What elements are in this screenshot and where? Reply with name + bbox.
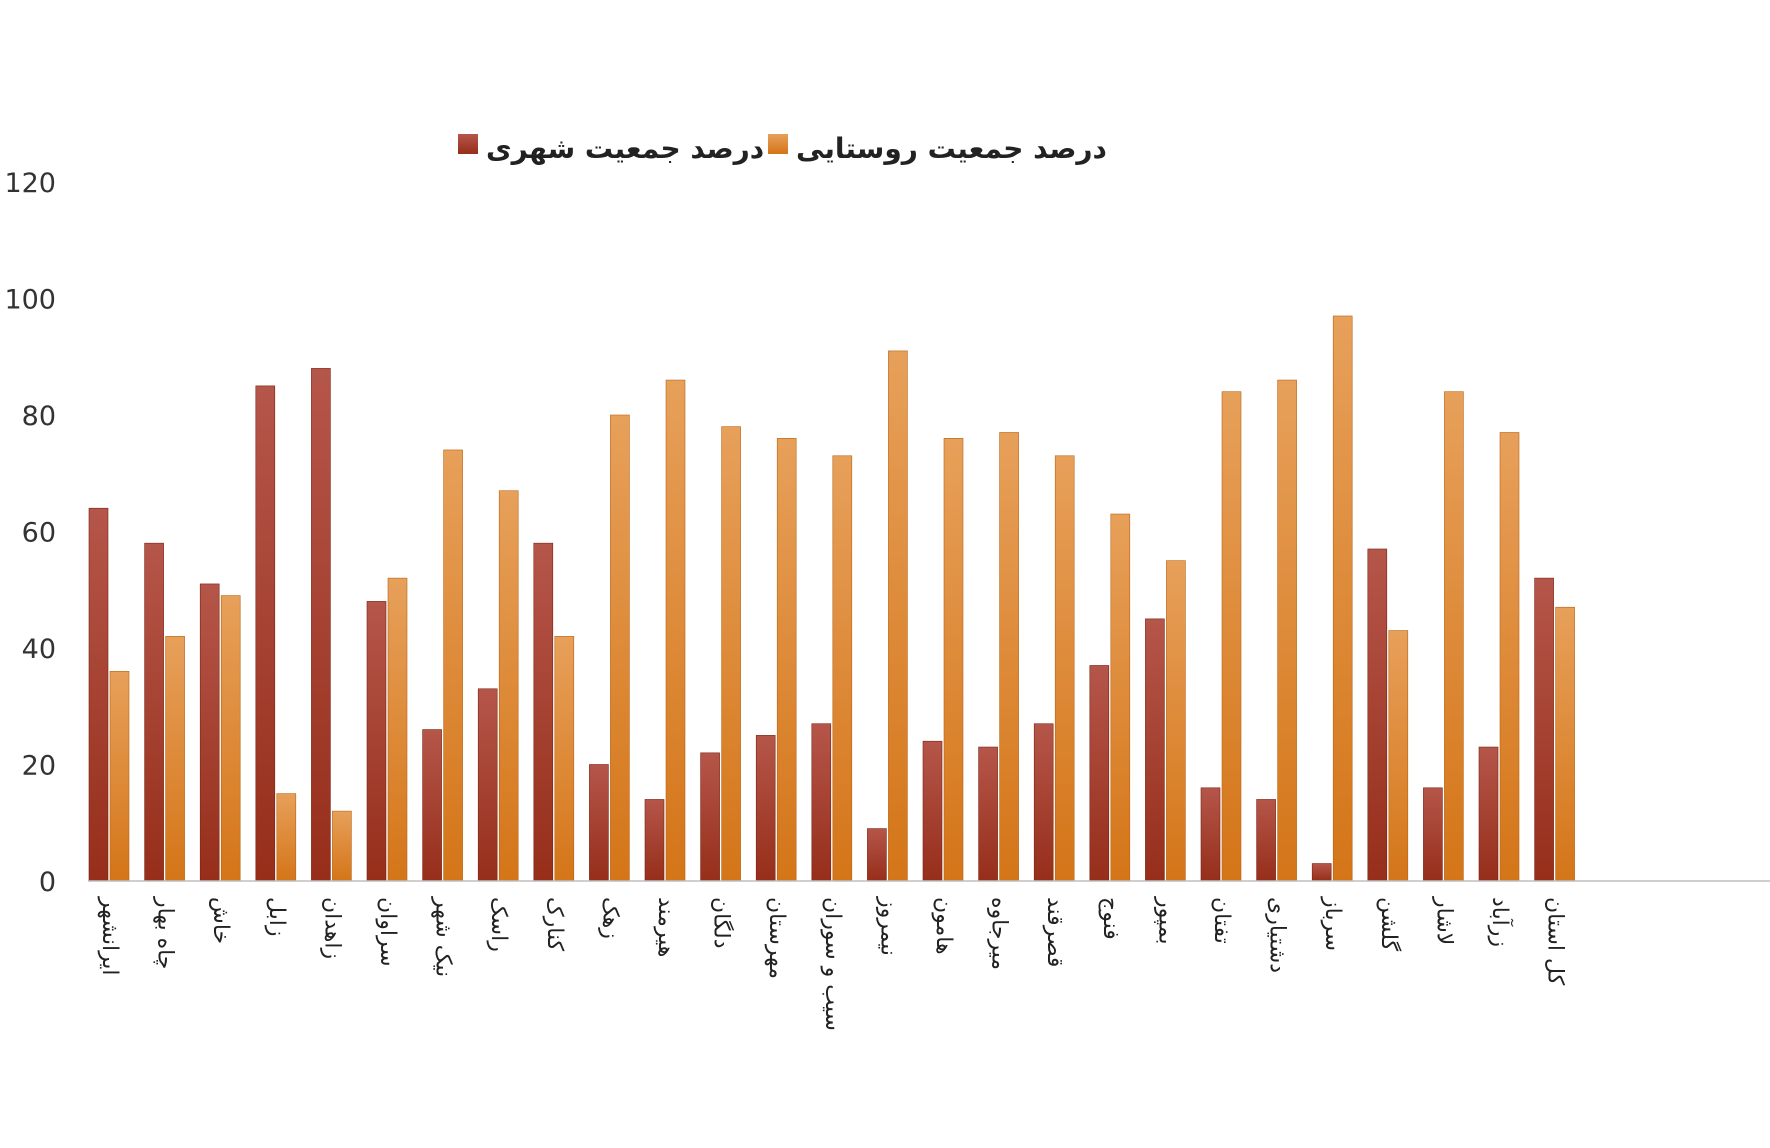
bar-urban: [422, 729, 442, 882]
x-category-label: دشتیاری: [1265, 897, 1290, 973]
bar-rural: [610, 414, 630, 882]
bar-rural: [1332, 315, 1353, 882]
bar-urban: [477, 688, 498, 882]
bar-rural: [109, 670, 130, 882]
bar-urban: [1311, 863, 1332, 882]
bar-urban: [755, 735, 776, 882]
bar-rural: [943, 437, 964, 882]
bar-rural: [220, 595, 241, 882]
x-category-label: زهک: [597, 897, 622, 939]
x-category-label: چاه بهار: [153, 896, 178, 969]
x-category-label: سراوان: [375, 897, 400, 967]
bar-rural: [387, 577, 408, 882]
bar-rural: [1166, 560, 1186, 882]
bar-urban: [533, 542, 554, 882]
bar-urban: [1423, 787, 1443, 882]
x-category-label: راسک: [486, 897, 511, 952]
bar-urban: [1089, 665, 1110, 882]
bar-urban: [199, 583, 220, 882]
x-category-label: زابل: [264, 897, 289, 937]
x-category-label: قصرقند: [1042, 897, 1067, 967]
bar-urban: [1367, 548, 1388, 882]
bar-urban: [589, 764, 609, 882]
x-category-label: نیمروز: [875, 896, 900, 956]
bar-urban: [1478, 746, 1499, 882]
bar-rural: [665, 379, 686, 882]
bar-urban: [1534, 577, 1554, 882]
bar-urban: [922, 740, 943, 882]
bar-rural: [1110, 513, 1131, 882]
bar-rural: [1221, 391, 1242, 882]
bars: [88, 315, 1575, 882]
bar-rural: [332, 810, 352, 882]
x-axis-labels: ایرانشهر چاه بهار خاش زابل زاهدان سراوان نیک ش…: [97, 896, 1568, 1031]
bar-urban: [255, 385, 276, 882]
legend-item-urban: درصد جمعیت شهری: [458, 132, 764, 165]
bar-rural: [498, 490, 519, 882]
y-tick-label: 60: [22, 518, 56, 549]
bar-urban: [700, 752, 720, 882]
x-category-label: زرآباد: [1487, 897, 1514, 947]
bar-urban: [867, 828, 887, 882]
x-category-label: مهرستان: [764, 897, 789, 979]
x-category-label: نیک شهر: [431, 896, 456, 977]
legend: درصد جمعیت روستایی درصد جمعیت شهری: [458, 132, 1107, 165]
y-tick-label: 120: [4, 168, 56, 199]
x-category-label: کنارک: [542, 897, 567, 952]
x-category-label: میرجاوه: [987, 897, 1012, 970]
y-tick-label: 20: [22, 751, 56, 782]
bar-rural: [832, 455, 853, 882]
bar-rural: [1054, 455, 1075, 882]
bar-rural: [1277, 379, 1297, 882]
legend-label-rural: درصد جمعیت روستایی: [796, 132, 1107, 165]
bar-rural: [165, 636, 185, 882]
bar-rural: [554, 636, 575, 882]
x-category-label: فنوج: [1098, 897, 1123, 940]
bar-urban: [1145, 618, 1165, 882]
bar-rural: [999, 432, 1019, 882]
x-category-label: دلگان: [709, 897, 735, 949]
bar-urban: [88, 507, 109, 882]
bar-rural: [1444, 391, 1464, 882]
legend-swatch-urban: [458, 134, 478, 154]
x-category-label: هیرمند: [653, 897, 678, 957]
x-category-label: سرباز: [1320, 896, 1345, 951]
x-category-label: لاشار: [1431, 896, 1456, 945]
y-tick-label: 0: [39, 867, 56, 898]
bar-rural: [888, 350, 908, 882]
bar-urban: [811, 723, 832, 882]
bar-urban: [311, 368, 331, 882]
x-category-label: کل استان: [1543, 897, 1568, 986]
bar-urban: [366, 601, 387, 882]
y-tick-label: 100: [4, 285, 56, 316]
bar-rural: [276, 793, 297, 882]
legend-label-urban: درصد جمعیت شهری: [486, 132, 764, 165]
bar-urban: [1200, 787, 1221, 882]
x-category-label: هامون: [931, 897, 956, 955]
y-tick-label: 80: [22, 401, 56, 432]
bar-rural: [1499, 432, 1520, 882]
x-category-label: بمپور: [1153, 896, 1178, 944]
y-axis: 0 20 40 60 80 100 120: [4, 168, 56, 898]
bar-rural: [721, 426, 741, 882]
x-category-label: سیب و سوران: [820, 897, 845, 1031]
bar-urban: [1033, 723, 1054, 882]
bar-urban: [1256, 799, 1276, 882]
bar-urban: [978, 746, 998, 882]
x-category-label: خاش: [208, 897, 233, 944]
y-tick-label: 40: [22, 634, 56, 665]
bar-urban: [644, 799, 665, 882]
bar-rural: [776, 437, 797, 882]
bar-rural: [1388, 630, 1409, 882]
x-category-label: گلشن: [1376, 897, 1402, 952]
bar-rural: [1555, 606, 1575, 882]
x-category-label: تفتان: [1209, 897, 1234, 944]
legend-item-rural: درصد جمعیت روستایی: [768, 132, 1107, 165]
bar-urban: [144, 542, 164, 882]
legend-swatch-rural: [768, 134, 788, 154]
bar-rural: [443, 449, 463, 882]
x-category-label: زاهدان: [319, 897, 344, 959]
x-category-label: ایرانشهر: [97, 896, 122, 976]
